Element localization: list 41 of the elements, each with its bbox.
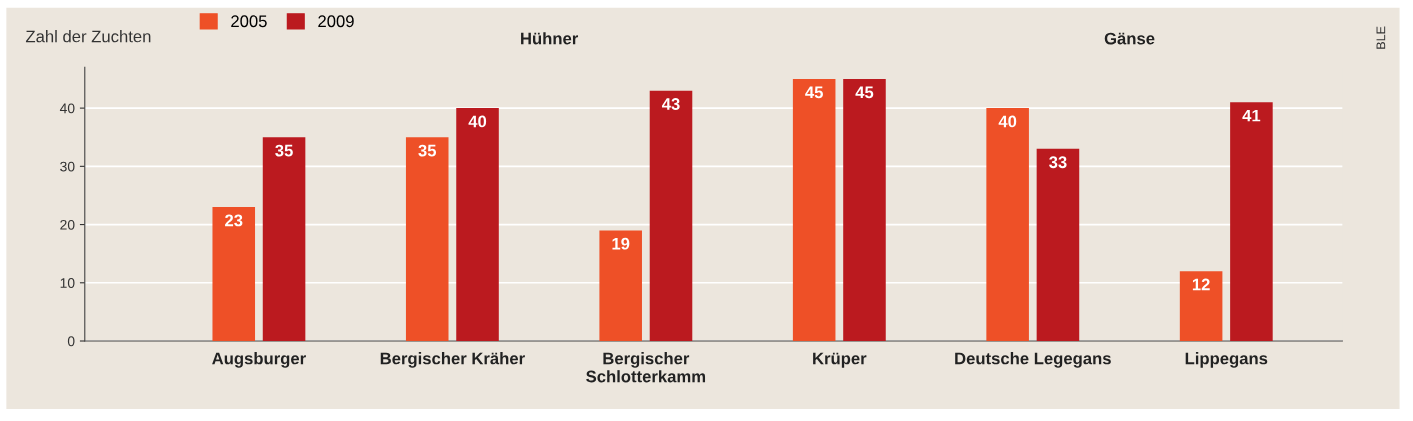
bar [986,108,1029,342]
bar [1230,102,1273,342]
bar [792,79,836,342]
y-tick-label: 0 [67,336,75,347]
data-label: 40 [468,115,487,128]
bar [262,137,306,342]
bar [456,108,499,342]
data-label: 19 [612,237,630,250]
x-tick-label: Bergischer Schlotterkamm [586,352,706,383]
data-label: 35 [418,144,437,157]
x-tick-label: Krüper [813,352,867,368]
data-label: 45 [805,86,823,99]
data-label: 45 [855,86,874,99]
data-label: 41 [1242,109,1261,122]
text: BLE [1376,26,1386,49]
y-tick-label: 40 [59,103,75,114]
bar [212,207,256,342]
y-tick-label: 30 [60,161,75,172]
bar [405,137,449,342]
bar [649,90,693,342]
bar [1179,271,1223,342]
data-label: 35 [275,144,293,157]
legend-label: 2009 [318,15,354,28]
bar [599,230,642,342]
bar [843,79,886,342]
data-label: 12 [1192,278,1210,291]
x-tick-label: Lippegans [1185,352,1268,368]
text: Gänse [1104,32,1155,45]
data-label: 40 [998,115,1017,128]
x-tick-label: Deutsche Legegans [955,352,1111,368]
y-tick-label: 10 [60,278,75,288]
bar [1036,148,1080,342]
data-label: 33 [1049,156,1067,169]
y-tick-label: 20 [60,219,75,230]
data-label: 23 [225,214,243,227]
x-tick-label: Bergischer Kräher [380,352,525,368]
legend-label: 2005 [231,15,267,28]
text: Hühner [521,32,579,45]
y-axis-title: Zahl der Zuchten [25,30,151,43]
x-tick-label: Augsburger [212,352,306,368]
data-label: 43 [661,98,680,110]
